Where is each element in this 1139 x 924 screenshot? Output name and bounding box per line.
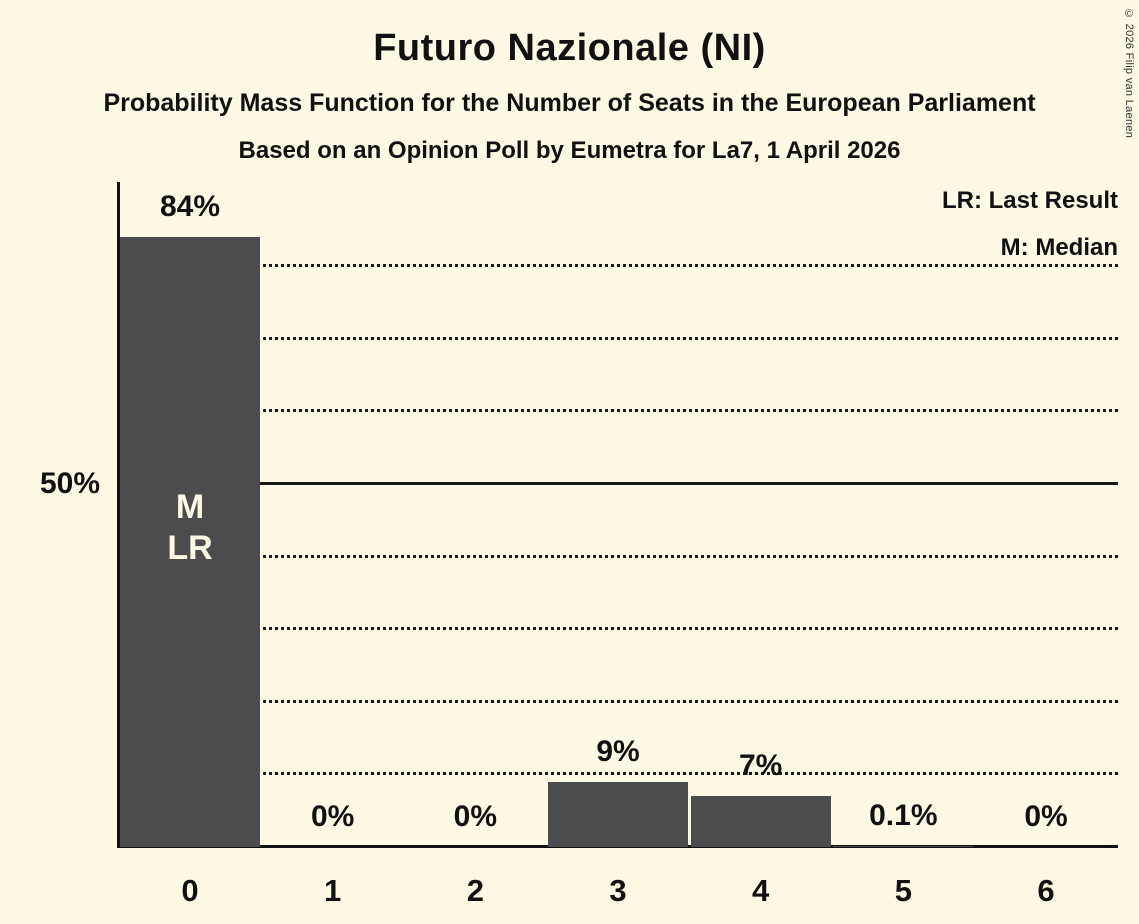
bar-value-label-4: 7% xyxy=(738,749,783,782)
legend-last-result: LR: Last Result xyxy=(941,187,1118,214)
gridline-10pct xyxy=(120,772,1118,776)
y-axis-50pct-label: 50% xyxy=(39,467,100,500)
reference-line-50pct xyxy=(120,481,1118,485)
gridline-60pct xyxy=(120,409,1118,413)
bar-value-label-6: 0% xyxy=(1024,800,1068,833)
x-tick-label-0: 0 xyxy=(181,873,199,908)
median-last-result-annotation: M LR xyxy=(167,488,213,567)
gridline-80pct xyxy=(120,264,1118,268)
x-tick-label-1: 1 xyxy=(324,873,342,908)
bar-value-label-2: 0% xyxy=(453,800,497,833)
bar-value-label-0: 84% xyxy=(159,190,221,223)
bar-seats-4 xyxy=(690,796,831,847)
chart-subtitle: Probability Mass Function for the Number… xyxy=(103,89,1036,117)
copyright-text: © 2026 Filip van Laenen xyxy=(1123,8,1135,139)
bar-value-label-1: 0% xyxy=(310,800,355,833)
gridline-40pct xyxy=(120,554,1118,558)
chart-title: Futuro Nazionale (NI) xyxy=(373,27,766,69)
bar-seats-3 xyxy=(548,782,688,847)
bar-seats-0 xyxy=(120,237,260,847)
chart-source-line: Based on an Opinion Poll by Eumetra for … xyxy=(238,137,901,164)
legend-median: M: Median xyxy=(1000,234,1118,261)
y-axis-line xyxy=(117,182,120,848)
bar-value-label-5: 0.1% xyxy=(869,799,938,832)
bar-seats-5 xyxy=(833,846,974,847)
gridline-20pct xyxy=(120,699,1118,703)
x-tick-label-5: 5 xyxy=(894,873,912,908)
bar-value-label-3: 9% xyxy=(596,735,640,768)
x-tick-label-3: 3 xyxy=(609,873,627,908)
gridline-30pct xyxy=(120,627,1118,631)
x-tick-label-2: 2 xyxy=(466,873,484,908)
x-tick-label-4: 4 xyxy=(752,873,770,908)
x-tick-label-6: 6 xyxy=(1037,873,1055,908)
gridline-70pct xyxy=(120,336,1118,340)
